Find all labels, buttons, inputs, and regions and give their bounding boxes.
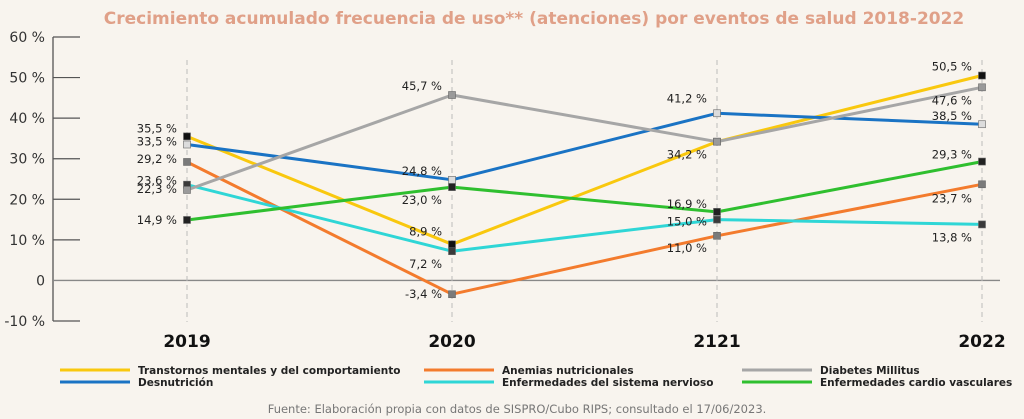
data-point (713, 109, 721, 118)
x-tick-label: 2019 (163, 332, 210, 352)
data-label: 29,2 % (137, 152, 177, 166)
data-label: 29,3 % (932, 148, 972, 162)
data-label: 16,9 % (667, 197, 707, 211)
data-point (713, 232, 721, 240)
data-point (448, 183, 456, 191)
y-tick-label: 0 (36, 273, 45, 289)
data-point (448, 176, 456, 184)
data-labels: 35,5 % 8,9 % 34,2 % 50,5 % 33,5 % 24,8 % 41,2 … (137, 60, 972, 302)
data-label: 50,5 % (932, 60, 972, 74)
data-point (183, 140, 191, 149)
legend: Transtornos mentales y del comportamient… (60, 365, 1012, 389)
series-line-4 (186, 85, 983, 192)
legend-item: Diabetes Millitus (742, 365, 920, 377)
series-line-5 (186, 160, 983, 222)
data-point (448, 91, 456, 99)
legend-label: Anemias nutricionales (502, 365, 634, 377)
data-point (448, 240, 456, 249)
legend-label: Transtornos mentales y del comportamient… (138, 365, 400, 377)
data-label: 8,9 % (409, 224, 442, 238)
legend-item: Transtornos mentales y del comportamient… (60, 365, 400, 377)
x-tick-label: 2020 (428, 332, 475, 352)
series-line-0 (186, 74, 983, 246)
data-label: 35,5 % (137, 121, 177, 135)
data-point (978, 180, 986, 189)
series-lines (186, 74, 983, 296)
legend-label: Desnutrición (138, 377, 213, 389)
chart-title: Crecimiento acumulado frecuencia de uso*… (104, 9, 965, 29)
data-point (713, 208, 721, 216)
data-label: 23,7 % (932, 191, 972, 205)
data-label: 45,7 % (402, 79, 442, 93)
y-tick-label: -10 % (4, 314, 45, 330)
data-label: 23,0 % (402, 193, 442, 207)
y-tick-label: 50 % (9, 71, 45, 87)
y-tick-label: 20 % (9, 192, 45, 208)
legend-item: Desnutrición (60, 377, 213, 389)
series-line-1 (186, 111, 983, 182)
data-label: 41,2 % (667, 91, 707, 105)
data-point (978, 83, 986, 92)
data-point (713, 215, 721, 224)
data-label: 15,0 % (667, 215, 707, 229)
data-point (978, 220, 986, 229)
data-label: 34,2 % (667, 148, 707, 162)
data-label: 33,5 % (137, 135, 177, 149)
data-label: 38,5 % (932, 109, 972, 123)
x-tick-label: 2121 (693, 332, 740, 352)
data-point (183, 216, 191, 224)
data-point (978, 71, 986, 80)
data-point (713, 137, 721, 146)
data-label: 14,9 % (137, 213, 177, 227)
data-point (183, 186, 191, 194)
legend-label: Enfermedades del sistema nervioso (502, 377, 713, 389)
data-label: 24,8 % (402, 164, 442, 178)
data-label: 23,6 % (137, 174, 177, 188)
series-markers (183, 71, 986, 299)
legend-label: Enfermedades cardio vasculares (820, 377, 1012, 389)
y-tick-label: 10 % (9, 233, 45, 249)
data-label: 47,6 % (932, 93, 972, 107)
series-line-3 (186, 183, 983, 253)
data-label: 7,2 % (409, 257, 442, 271)
category-guides: 2019 2020 2121 2022 (163, 60, 1006, 352)
data-point (978, 120, 986, 129)
data-label: 13,8 % (932, 230, 972, 244)
data-point (448, 290, 456, 299)
legend-item: Enfermedades cardio vasculares (742, 377, 1012, 389)
data-label: 22,3 % (137, 182, 177, 196)
legend-label: Diabetes Millitus (820, 365, 920, 377)
data-point (183, 132, 191, 141)
x-tick-label: 2022 (958, 332, 1005, 352)
data-label: 11,0 % (667, 241, 707, 255)
source-note: Fuente: Elaboración propia con datos de … (268, 402, 767, 416)
y-tick-label: 30 % (9, 152, 45, 168)
data-label: -3,4 % (405, 287, 442, 301)
legend-item: Anemias nutricionales (424, 365, 634, 377)
y-tick-label: 40 % (9, 111, 45, 127)
y-tick-label: 60 % (9, 30, 45, 46)
data-point (448, 247, 456, 256)
series-line-2 (186, 160, 983, 296)
data-point (978, 157, 986, 166)
legend-item: Enfermedades del sistema nervioso (424, 377, 713, 389)
axes: 60 % 50 % 40 % 30 % 20 % 10 % 0 -10 % (4, 30, 1000, 330)
data-point (183, 158, 191, 166)
